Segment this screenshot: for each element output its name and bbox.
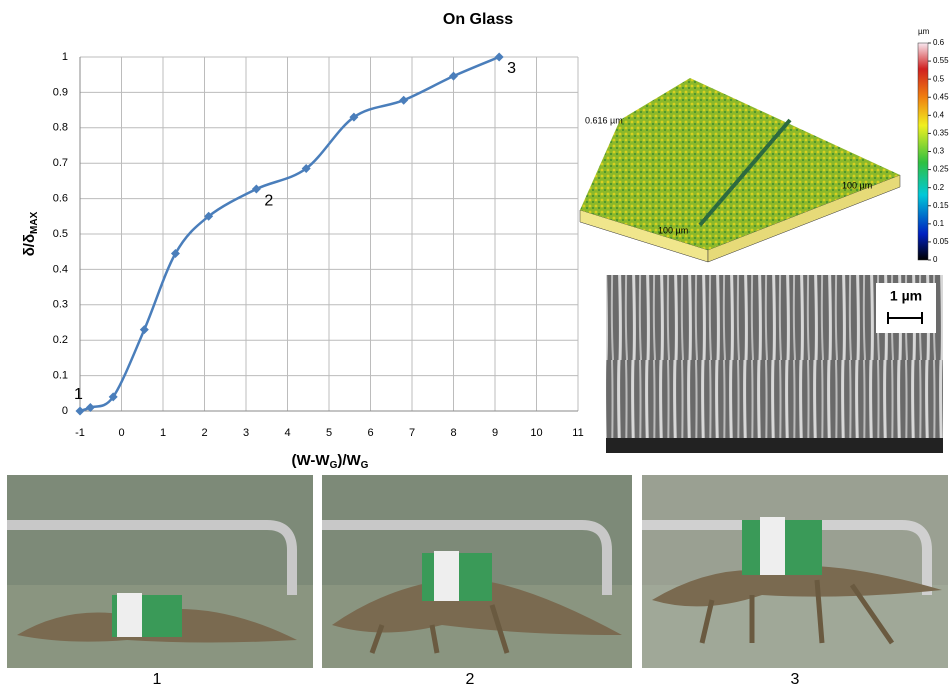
x-tick-label: 7 bbox=[409, 427, 415, 439]
y-axis-label: δ/δMAX bbox=[21, 211, 40, 256]
y-tick-label: 0.5 bbox=[53, 228, 68, 240]
point-label: 1 bbox=[74, 386, 83, 403]
x-label-sub: G bbox=[361, 460, 369, 471]
colorbar-tick-label: 0.5 bbox=[933, 74, 945, 83]
afm-image: 0.616 µm 100 µm 100 µm µm bbox=[580, 27, 930, 262]
y-tick-label: 0.8 bbox=[53, 122, 68, 134]
photos: 1 2 3 bbox=[7, 475, 948, 688]
y-tick-label: 0.7 bbox=[53, 157, 68, 169]
point-marker bbox=[495, 53, 504, 62]
y-tick-label: 0.6 bbox=[53, 193, 68, 205]
photo-caption: 1 bbox=[153, 671, 162, 688]
y-label-sub: MAX bbox=[29, 211, 40, 234]
colorbar-tick-label: 0.05 bbox=[933, 237, 949, 246]
chart-title: On Glass bbox=[443, 11, 513, 28]
x-tick-label: 3 bbox=[243, 427, 249, 439]
afm-width-label: 100 µm bbox=[658, 225, 688, 235]
colorbar-tick-label: 0.55 bbox=[933, 56, 949, 65]
x-label-part: (W-W bbox=[292, 452, 331, 469]
photo-caption: 3 bbox=[791, 671, 800, 688]
y-tick-label: 1 bbox=[62, 51, 68, 63]
x-tick-label: 5 bbox=[326, 427, 332, 439]
point-marker bbox=[252, 185, 261, 194]
point-marker bbox=[449, 72, 458, 81]
y-label-part: δ/δ bbox=[21, 234, 38, 256]
afm-height-label: 0.616 µm bbox=[585, 115, 623, 125]
colorbar-tick-label: 0.35 bbox=[933, 129, 949, 138]
y-tick-label: 0.2 bbox=[53, 334, 68, 346]
y-tick-label: 0.1 bbox=[53, 370, 68, 382]
colorbar-tick-label: 0.6 bbox=[933, 38, 945, 47]
y-tick-label: 0.4 bbox=[53, 263, 68, 275]
x-axis-label: (W-WG)/WG bbox=[292, 452, 369, 471]
colorbar-tick-label: 0.4 bbox=[933, 110, 945, 119]
colorbar-tick-label: 0.25 bbox=[933, 165, 949, 174]
figure: On Glass (W-WG)/WG δ/δMAX 0.616 µm 100 µ… bbox=[0, 0, 951, 691]
x-tick-label: 9 bbox=[492, 427, 498, 439]
colorbar-tick-label: 0.15 bbox=[933, 201, 949, 210]
x-label-part: )/W bbox=[337, 452, 361, 469]
colorbar-tick-label: 0.3 bbox=[933, 147, 945, 156]
photo-caption: 2 bbox=[466, 671, 475, 688]
x-tick-label: 11 bbox=[572, 427, 583, 439]
x-tick-label: 1 bbox=[160, 427, 166, 439]
x-tick-label: 8 bbox=[450, 427, 456, 439]
colorbar-tick-label: 0.2 bbox=[933, 183, 945, 192]
x-tick-label: 0 bbox=[118, 427, 124, 439]
x-tick-label: 2 bbox=[201, 427, 207, 439]
colorbar-unit: µm bbox=[918, 27, 930, 36]
y-tick-label: 0.3 bbox=[53, 299, 68, 311]
point-marker bbox=[76, 407, 85, 416]
colorbar-tick-label: 0 bbox=[933, 255, 938, 264]
x-tick-label: 6 bbox=[367, 427, 373, 439]
sem-image: 1 µm bbox=[606, 275, 943, 453]
x-tick-label: 10 bbox=[530, 427, 542, 439]
point-label: 3 bbox=[507, 60, 516, 77]
afm-width-label: 100 µm bbox=[842, 180, 872, 190]
point-marker bbox=[140, 325, 149, 334]
y-tick-label: 0 bbox=[62, 405, 68, 417]
colorbar bbox=[918, 43, 928, 260]
y-tick-label: 0.9 bbox=[53, 86, 68, 98]
x-tick-label: -1 bbox=[75, 427, 85, 439]
point-label: 2 bbox=[264, 192, 273, 209]
colorbar-tick-label: 0.1 bbox=[933, 219, 945, 228]
x-tick-label: 4 bbox=[284, 427, 290, 439]
sem-scale-label: 1 µm bbox=[890, 288, 922, 304]
point-marker bbox=[399, 96, 408, 105]
colorbar-tick-label: 0.45 bbox=[933, 92, 949, 101]
